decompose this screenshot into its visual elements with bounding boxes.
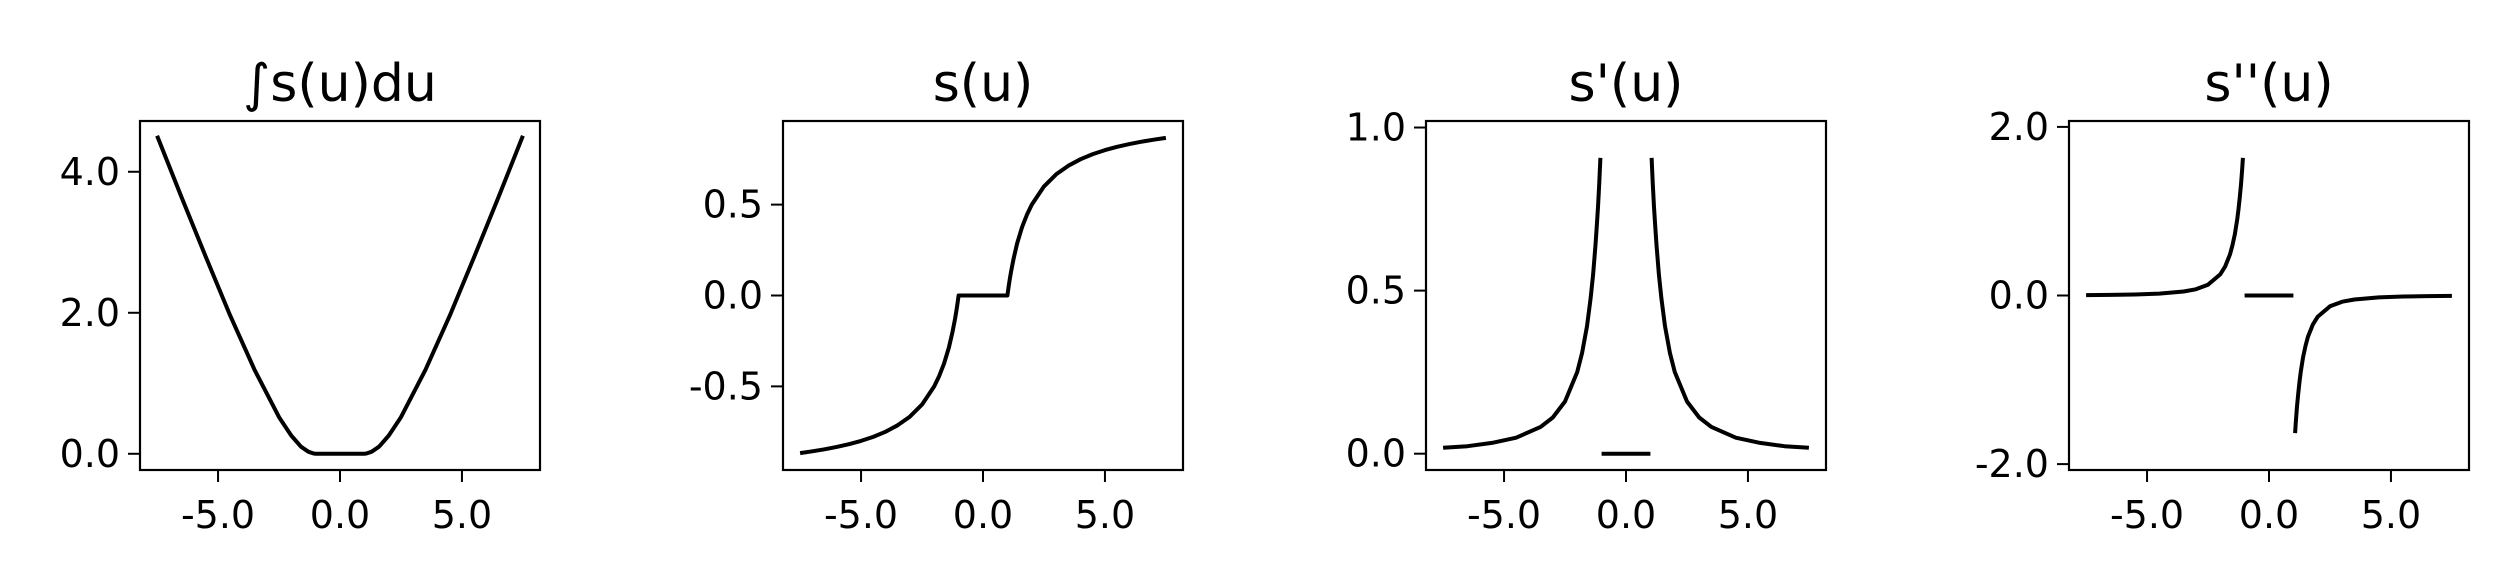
chart-1-x-tick-label: -5.0 — [181, 493, 255, 537]
chart-2-y-tick-label: 0.5 — [703, 183, 763, 227]
chart-1-plot-frame — [138, 119, 542, 472]
chart-2-x-tick-label: 5.0 — [1075, 493, 1135, 537]
chart-4-series-line-1 — [2086, 157, 2245, 298]
chart-panel-1: -5.0 0.0 5.0 0.0 2.0 4.0 ∫s(u)du — [60, 54, 542, 537]
chart-3-x-tick-label: -5.0 — [1467, 493, 1541, 537]
chart-3-series-line-1 — [1442, 157, 1603, 450]
chart-3-title: s'(u) — [1569, 54, 1684, 114]
chart-3-series-line-3 — [1649, 157, 1810, 450]
chart-3-x-tick-label: 0.0 — [1596, 493, 1656, 537]
chart-1-x-tick-label: 0.0 — [310, 493, 370, 537]
chart-4-y-tick-label: 0.0 — [1989, 274, 2049, 318]
chart-4-x-tick-label: 5.0 — [2361, 493, 2421, 537]
chart-1-x-tick-label: 5.0 — [432, 493, 492, 537]
chart-panel-2: -5.0 0.0 5.0 0.5 0.0 -0.5 s(u) — [689, 54, 1185, 537]
chart-panel-3: -5.0 0.0 5.0 1.0 0.5 0.0 s'(u) — [1346, 54, 1828, 537]
chart-4-title: s''(u) — [2204, 54, 2333, 114]
chart-3-y-tick-label: 1.0 — [1346, 106, 1406, 150]
chart-2-y-tick-label: -0.5 — [689, 364, 763, 408]
chart-4-y-tick-label: -2.0 — [1975, 442, 2049, 486]
chart-1-y-tick-label: 4.0 — [60, 150, 120, 194]
chart-2-y-tick-label: 0.0 — [703, 274, 763, 318]
chart-3-y-tick-label: 0.0 — [1346, 432, 1406, 476]
chart-2-title: s(u) — [933, 54, 1034, 114]
chart-1-title: ∫s(u)du — [243, 54, 437, 114]
chart-1-series-line-1 — [155, 135, 525, 456]
chart-1-y-tick-label: 2.0 — [60, 291, 120, 335]
chart-3-y-tick-label: 0.5 — [1346, 269, 1406, 313]
chart-4-x-tick-label: 0.0 — [2239, 493, 2299, 537]
chart-2-x-tick-label: -5.0 — [824, 493, 898, 537]
chart-1-y-tick-label: 0.0 — [60, 432, 120, 476]
chart-4-series-line-3 — [2293, 293, 2452, 434]
chart-3-x-tick-label: 5.0 — [1718, 493, 1778, 537]
chart-2-x-tick-label: 0.0 — [953, 493, 1013, 537]
chart-3-plot-frame — [1424, 119, 1828, 472]
chart-2-series-line-1 — [799, 135, 1167, 456]
chart-4-y-tick-label: 2.0 — [1989, 105, 2049, 149]
chart-panel-4: -5.0 0.0 5.0 2.0 0.0 -2.0 s''(u) — [1975, 54, 2471, 537]
chart-4-x-tick-label: -5.0 — [2110, 493, 2184, 537]
